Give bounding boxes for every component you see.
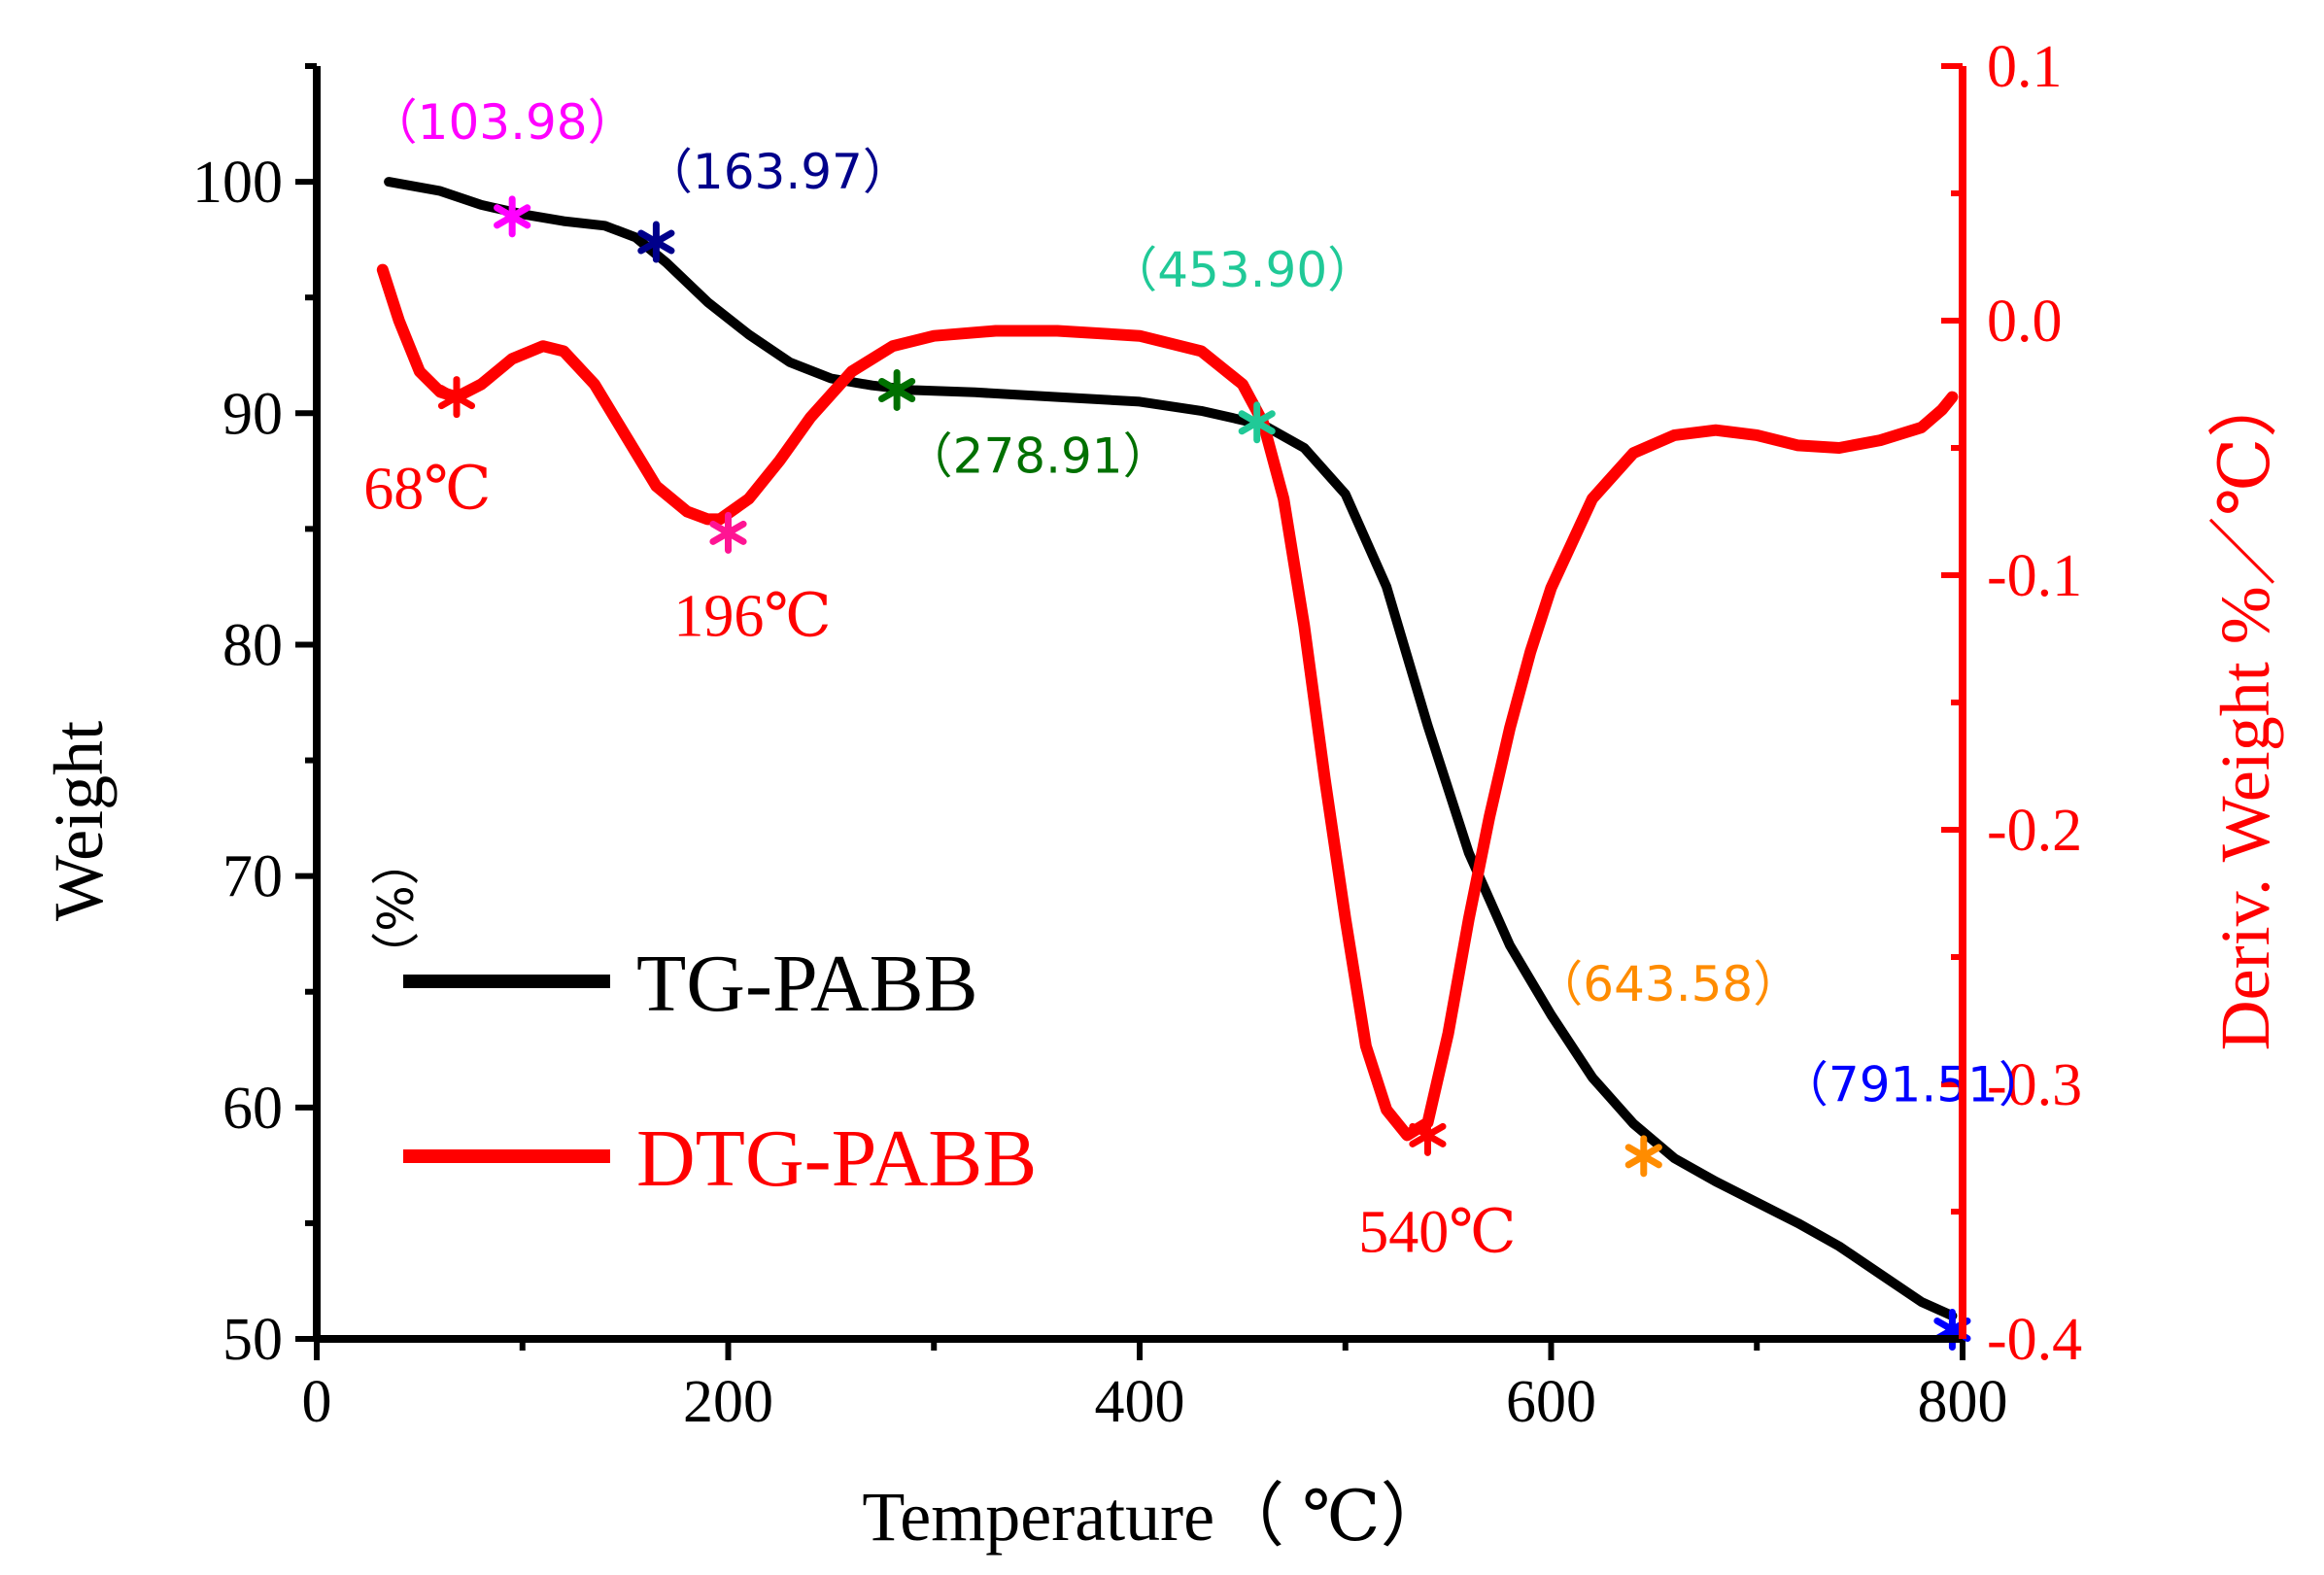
marker-label: （453.90）	[1109, 242, 1376, 298]
marker-label: （643.58）	[1534, 956, 1801, 1012]
y2-tick-label: 0.1	[1987, 34, 2063, 100]
peak-label: 540℃	[1358, 1199, 1516, 1265]
y-axis-title: Weight	[40, 721, 118, 921]
peak-label: 196℃	[673, 583, 831, 649]
peak-star	[437, 376, 476, 419]
tg-series-line	[384, 177, 1958, 1321]
y-tick-label: 90	[222, 381, 283, 447]
peak-star	[1409, 1113, 1447, 1156]
y-tick-label: 80	[222, 612, 283, 678]
star-stroke	[437, 385, 476, 410]
y2-tick-label: 0.0	[1987, 289, 2063, 355]
y-tick-label: 60	[222, 1076, 283, 1142]
y-tick-label: 50	[222, 1307, 283, 1373]
marker-star	[878, 368, 916, 411]
star-stroke	[494, 204, 531, 229]
marker-label: （103.98）	[369, 94, 636, 151]
y-tick-label: 70	[222, 844, 283, 910]
legend-label-tg: TG-PABB	[636, 939, 978, 1029]
y2-tick-label: -0.1	[1987, 543, 2082, 609]
star-stroke	[637, 229, 675, 255]
star-stroke	[1624, 1144, 1662, 1169]
x-tick-label: 0	[302, 1369, 332, 1435]
star-stroke	[709, 520, 747, 545]
marker-star	[494, 195, 531, 238]
marker-label: （163.97）	[644, 144, 911, 200]
x-tick-label: 200	[683, 1369, 773, 1435]
y2-tick-label: -0.2	[1987, 798, 2082, 864]
star-stroke	[878, 377, 916, 402]
y2-tick-label: -0.3	[1987, 1052, 2082, 1118]
star-stroke	[1409, 1122, 1447, 1147]
dtg-series-line	[376, 263, 1959, 1142]
legend-label-dtg: DTG-PABB	[636, 1113, 1037, 1204]
series-layer	[376, 177, 1959, 1321]
marker-star	[637, 221, 675, 263]
y-tick-label: 100	[192, 150, 283, 216]
x-tick-label: 400	[1095, 1369, 1185, 1435]
marker-star	[1238, 401, 1276, 444]
marker-label: （791.51）	[1780, 1056, 2047, 1113]
y2-axis-title: Deriv. Weight %／℃）	[2206, 368, 2284, 1051]
marker-label: （278.91）	[905, 428, 1172, 484]
legend: TG-PABB DTG-PABB	[403, 939, 1037, 1204]
y-axis-unit: （%）	[368, 837, 425, 980]
marker-star	[1624, 1135, 1662, 1178]
x-tick-label: 800	[1918, 1369, 2008, 1435]
tick-labels: 0 200 400 600 800 50 60 70 80 90 100 -0.4 -0.3 -0.2 -0…	[192, 34, 2082, 1435]
star-stroke	[1238, 410, 1276, 435]
peak-label: 68℃	[363, 457, 491, 523]
y2-tick-label: -0.4	[1987, 1307, 2082, 1373]
marker-layer	[437, 195, 1971, 1351]
annotation-layer: （103.98）（163.97） （278.91） （453.90） （643.58）…	[363, 94, 2047, 1266]
x-tick-label: 600	[1506, 1369, 1596, 1435]
x-axis-title: Temperature（ ℃）	[862, 1478, 1450, 1556]
peak-star	[709, 511, 747, 554]
